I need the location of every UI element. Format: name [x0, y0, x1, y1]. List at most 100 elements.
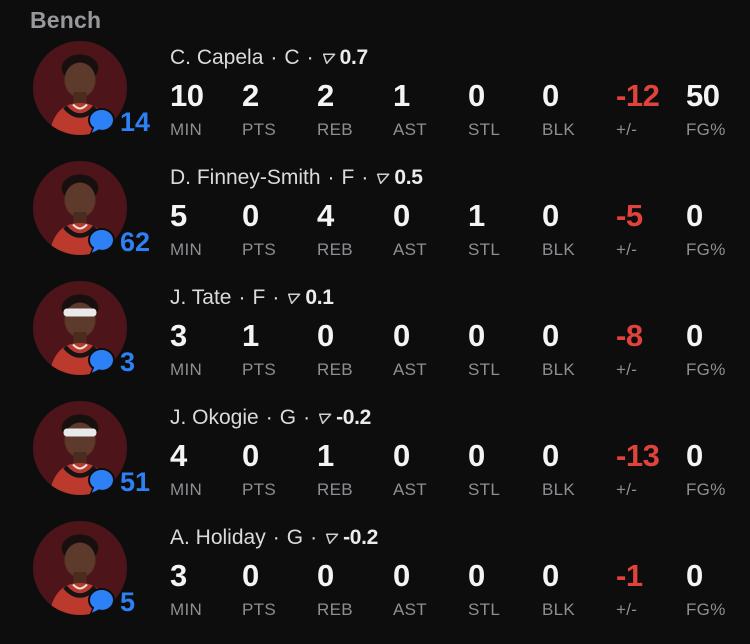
player-info: D. Finney-Smith · F · 0.5 5 MIN 0 PTS 4 REB 0 A…: [170, 159, 750, 260]
stat-cell: 0 BLK: [542, 558, 616, 620]
comment-bubble-icon: [88, 588, 115, 617]
stat-label: AST: [393, 239, 427, 259]
stat-value: 0: [242, 558, 259, 593]
comment-count-value: 51: [120, 467, 151, 497]
stat-value: 10: [170, 78, 204, 113]
bench-player-list: 14 C. Capela · C · 0.7 10 MIN 2 PTS 2 REB 1 AST…: [0, 37, 750, 639]
comment-count[interactable]: 14: [86, 107, 150, 137]
stat-label: REB: [317, 479, 353, 499]
stat-value: 2: [317, 78, 334, 113]
player-position: G: [286, 525, 304, 549]
stat-label: FG%: [686, 239, 726, 259]
comment-count[interactable]: 3: [86, 347, 135, 377]
player-avatar: 3: [33, 281, 135, 377]
stat-label: STL: [468, 359, 501, 379]
stat-cell: 0 AST: [393, 558, 468, 620]
stat-value: -13: [616, 438, 660, 473]
stat-label: AST: [393, 479, 427, 499]
stat-value: 0: [242, 438, 259, 473]
stat-cell: 2 PTS: [242, 78, 317, 140]
stat-cell: 0 AST: [393, 318, 468, 380]
player-row[interactable]: 51 J. Okogie · G · -0.2 4 MIN 0 PTS 1 REB 0 AST…: [0, 399, 750, 519]
comment-count-value: 62: [120, 227, 151, 257]
stat-cell: -1 +/-: [616, 559, 686, 620]
stat-cell: 0 BLK: [542, 319, 616, 380]
name-separator: ·: [303, 405, 311, 429]
player-name: D. Finney-Smith: [170, 165, 321, 189]
player-rating: -0.2: [336, 405, 372, 429]
stat-cell: 0 FG%: [686, 558, 750, 620]
comment-count[interactable]: 5: [86, 587, 135, 617]
stat-cell: 3 MIN: [170, 558, 242, 620]
stat-label: BLK: [542, 119, 576, 139]
name-separator: ·: [361, 165, 369, 189]
stat-label: STL: [468, 239, 501, 259]
stat-label: MIN: [170, 479, 203, 499]
stat-label: AST: [393, 119, 427, 139]
comment-bubble-icon: [88, 348, 115, 377]
player-info: J. Okogie · G · -0.2 4 MIN 0 PTS 1 REB 0 AST 0 ST…: [170, 399, 750, 500]
player-stats: 10 MIN 2 PTS 2 REB 1 AST 0 STL 0 BLK -12 +/- 50 FG%: [170, 78, 750, 140]
comment-count[interactable]: 51: [86, 467, 150, 497]
comment-count-value: 3: [120, 347, 136, 377]
stat-cell: 50 FG%: [686, 79, 750, 140]
stat-label: REB: [317, 119, 353, 139]
stat-label: AST: [393, 359, 427, 379]
stat-cell: 0 REB: [317, 319, 393, 380]
stat-label: BLK: [542, 599, 576, 619]
stat-value: 0: [468, 438, 485, 473]
player-info: A. Holiday · G · -0.2 3 MIN 0 PTS 0 REB 0 AST 0 S…: [170, 519, 750, 620]
player-row[interactable]: 62 D. Finney-Smith · F · 0.5 5 MIN 0 PTS 4 RE…: [0, 159, 750, 279]
comment-bubble-icon: [88, 228, 115, 257]
player-rating: 0.1: [305, 285, 334, 309]
stat-label: STL: [468, 479, 501, 499]
stat-label: AST: [393, 599, 427, 619]
stat-value: 0: [686, 558, 703, 593]
stat-label: +/-: [616, 359, 638, 379]
stat-value: 0: [686, 198, 703, 233]
stat-label: +/-: [616, 599, 638, 619]
stat-cell: 1 STL: [468, 199, 542, 260]
stat-value: 0: [393, 438, 410, 473]
stat-label: REB: [317, 239, 353, 259]
stat-value: 0: [542, 78, 559, 113]
wedge-rating-icon: [325, 533, 339, 544]
stat-value: 0: [542, 198, 559, 233]
player-row[interactable]: 3 J. Tate · F · 0.1 3 MIN 1 PTS 0 REB 0 AST 0 STL…: [0, 279, 750, 399]
stat-value: 4: [170, 438, 187, 473]
name-separator: ·: [265, 405, 273, 429]
player-rating: 0.7: [339, 45, 369, 69]
name-separator: ·: [310, 525, 318, 549]
stat-value: 0: [393, 558, 410, 593]
player-name-line: D. Finney-Smith · F · 0.5: [170, 164, 750, 191]
stat-value: 0: [468, 558, 485, 593]
stat-cell: 1 REB: [317, 439, 393, 500]
stat-cell: 0 STL: [468, 438, 542, 500]
player-row[interactable]: 14 C. Capela · C · 0.7 10 MIN 2 PTS 2 REB 1 AST…: [0, 39, 750, 159]
name-separator: ·: [306, 45, 314, 69]
comment-count[interactable]: 62: [86, 227, 150, 257]
stat-value: 2: [242, 78, 259, 113]
stat-value: 0: [393, 198, 410, 233]
stat-label: REB: [317, 359, 353, 379]
player-row[interactable]: 5 A. Holiday · G · -0.2 3 MIN 0 PTS 0 REB 0 AST…: [0, 519, 750, 639]
name-separator: ·: [272, 525, 280, 549]
stat-cell: 5 MIN: [170, 199, 242, 260]
stat-value: 0: [542, 558, 559, 593]
stat-value: 3: [170, 558, 187, 593]
stat-cell: 0 AST: [393, 438, 468, 500]
stat-cell: 0 PTS: [242, 199, 317, 260]
stat-cell: 10 MIN: [170, 78, 242, 140]
player-stats: 4 MIN 0 PTS 1 REB 0 AST 0 STL 0 BLK -13 +/- 0 FG%: [170, 438, 750, 500]
stat-value: 0: [393, 318, 410, 353]
bench-section-header: Bench: [0, 0, 750, 37]
stat-cell: 0 BLK: [542, 78, 616, 140]
player-info: C. Capela · C · 0.7 10 MIN 2 PTS 2 REB 1 AST 0 ST…: [170, 39, 750, 140]
player-photo: [33, 41, 127, 135]
wedge-rating-icon: [322, 53, 335, 64]
stat-label: FG%: [686, 359, 726, 379]
comment-bubble-icon: [88, 468, 115, 497]
stat-cell: 0 REB: [317, 559, 393, 620]
stat-label: BLK: [542, 239, 576, 259]
player-name-line: J. Okogie · G · -0.2: [170, 404, 750, 431]
